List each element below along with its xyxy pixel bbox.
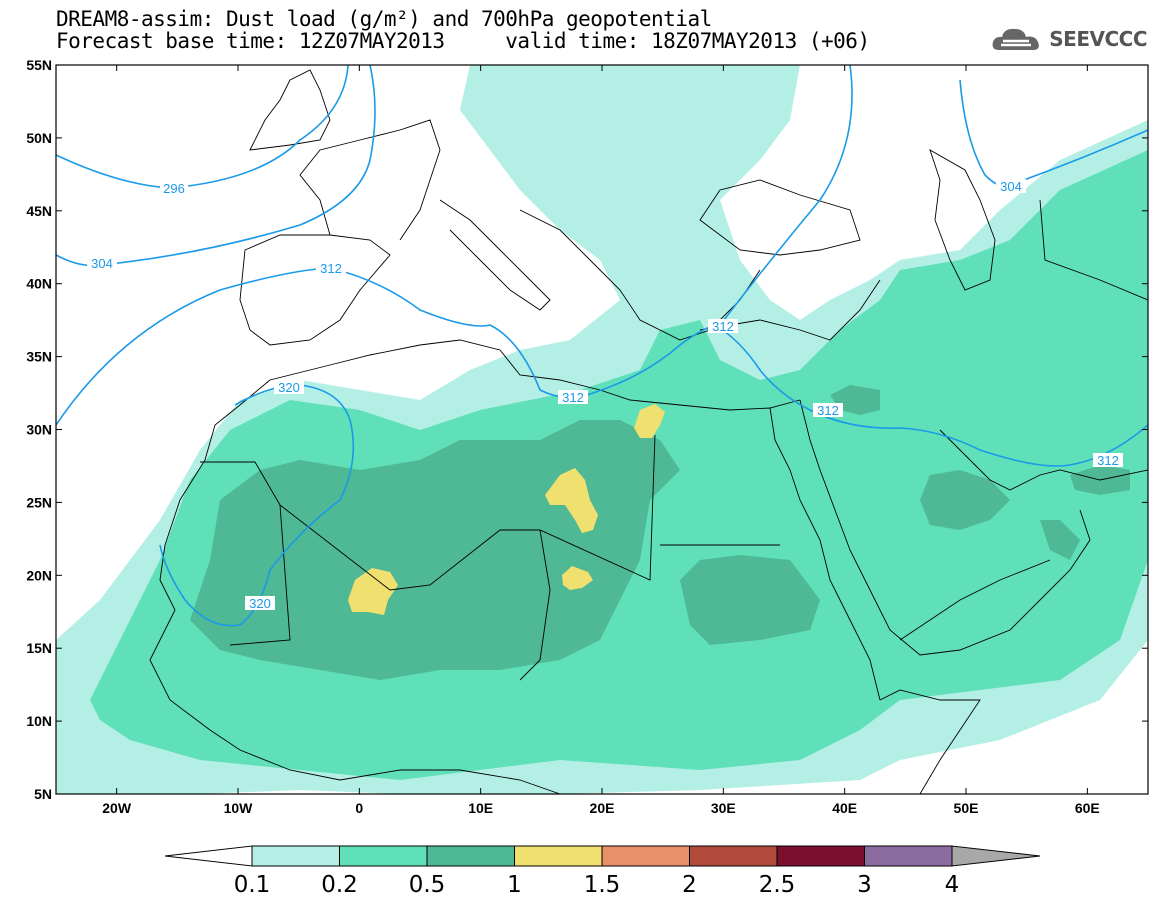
coastline-balkans: [519, 209, 761, 341]
lat-label: 35N: [26, 349, 52, 365]
dust-level-0.5: [920, 470, 1010, 530]
coastline-iberia: [239, 234, 391, 346]
dust-level-1: [562, 566, 593, 590]
lat-label: 10N: [26, 713, 52, 729]
colorbar-label: 1: [507, 872, 522, 898]
colorbar-swatch: [514, 845, 603, 867]
border-sahara-3: [519, 529, 551, 681]
lon-label: 50E: [954, 800, 979, 816]
coastlines: [149, 69, 1148, 794]
coastline-france: [299, 119, 441, 241]
contour-label: 312: [1097, 453, 1119, 468]
lat-label: 40N: [26, 276, 52, 292]
map-title: DREAM8-assim: Dust load (g/m²) and 700hP…: [56, 7, 712, 31]
colorbar-swatch: [426, 845, 515, 867]
lon-label: 0: [355, 800, 363, 816]
lat-label: 50N: [26, 130, 52, 146]
colorbar-label: 0.1: [234, 872, 271, 898]
dust-level-1: [348, 568, 398, 615]
colorbar-under-arrow: [164, 845, 253, 867]
coastline-britain: [249, 69, 331, 151]
lon-label: 20E: [590, 800, 615, 816]
border-arabia: [899, 559, 1051, 641]
coastline-west-africa: [149, 404, 561, 794]
coastline-red-sea-west: [769, 407, 881, 701]
lon-label: 10E: [468, 800, 493, 816]
colorbar-label: 0.2: [321, 872, 358, 898]
border-iran: [1039, 199, 1148, 301]
lon-label: 40E: [832, 800, 857, 816]
axis-ticks: 55N 50N 45N 40N 35N 30N 25N 20N 15N 10N 5N 20W 10W 0 1…: [26, 57, 1148, 816]
coastline-gulf: [939, 429, 1148, 491]
contour-label: 296: [163, 181, 185, 196]
lat-label: 55N: [26, 57, 52, 73]
colorbar-label: 2: [682, 872, 697, 898]
colorbar-over-arrow: [951, 845, 1041, 867]
lat-label: 30N: [26, 422, 52, 438]
map-subtitle: Forecast base time: 12Z07MAY2013 valid t…: [56, 29, 870, 53]
contour-296: [56, 65, 349, 189]
lat-label: 45N: [26, 203, 52, 219]
coastline-red-sea-east: [799, 399, 1091, 656]
contour-label: 312: [712, 319, 734, 334]
cloud-logo-icon: [992, 28, 1040, 50]
lat-label: 25N: [26, 494, 52, 510]
lat-label: 15N: [26, 640, 52, 656]
lon-label: 10W: [224, 800, 254, 816]
coastline-anatolia: [699, 279, 881, 341]
coastline-horn: [879, 689, 981, 794]
lon-label: 60E: [1075, 800, 1100, 816]
contour-label: 304: [91, 256, 113, 271]
colorbar-label: 1.5: [584, 872, 621, 898]
colorbar-swatch: [601, 845, 690, 867]
contour-label: 312: [562, 390, 584, 405]
contour-label: 320: [249, 596, 271, 611]
dust-level-0.5: [1040, 520, 1080, 560]
contour-label: 312: [817, 403, 839, 418]
contour-320: [159, 384, 355, 627]
dust-level-1: [634, 404, 665, 438]
dust-level-1: [545, 468, 598, 533]
border-sahara-2: [279, 434, 656, 591]
dust-level-0.5: [680, 555, 820, 645]
contour-label: 320: [278, 380, 300, 395]
colorbar-swatch: [776, 845, 865, 867]
lat-label: 20N: [26, 567, 52, 583]
colorbar: 0.1 0.2 0.5 1 1.5 2 2.5 3 4: [164, 845, 1041, 898]
lon-label: 30E: [711, 800, 736, 816]
seevccc-logo: SEEVCCC: [991, 24, 1147, 54]
colorbar-label: 4: [945, 872, 960, 898]
lat-label: 5N: [34, 786, 52, 802]
logo-text: SEEVCCC: [1049, 27, 1147, 51]
colorbar-label: 2.5: [759, 872, 796, 898]
colorbar-label: 3: [857, 872, 872, 898]
colorbar-swatch: [864, 845, 953, 867]
contour-312-top: [719, 65, 853, 326]
dust-field: [56, 65, 1148, 794]
contour-label: 312: [320, 261, 342, 276]
colorbar-swatch: [339, 845, 428, 867]
coastline-black-sea: [699, 179, 861, 256]
colorbar-label: 0.5: [409, 872, 446, 898]
colorbar-swatch: [689, 845, 778, 867]
contour-labels: 296 304 312 312 312 320 320 304 312 312: [87, 179, 1123, 611]
coastline-italy: [439, 199, 551, 311]
coastline-north-africa: [239, 339, 801, 411]
contour-label: 304: [1000, 179, 1022, 194]
lon-label: 20W: [102, 800, 132, 816]
colorbar-swatch: [251, 845, 340, 867]
coastline-caspian: [929, 149, 996, 291]
